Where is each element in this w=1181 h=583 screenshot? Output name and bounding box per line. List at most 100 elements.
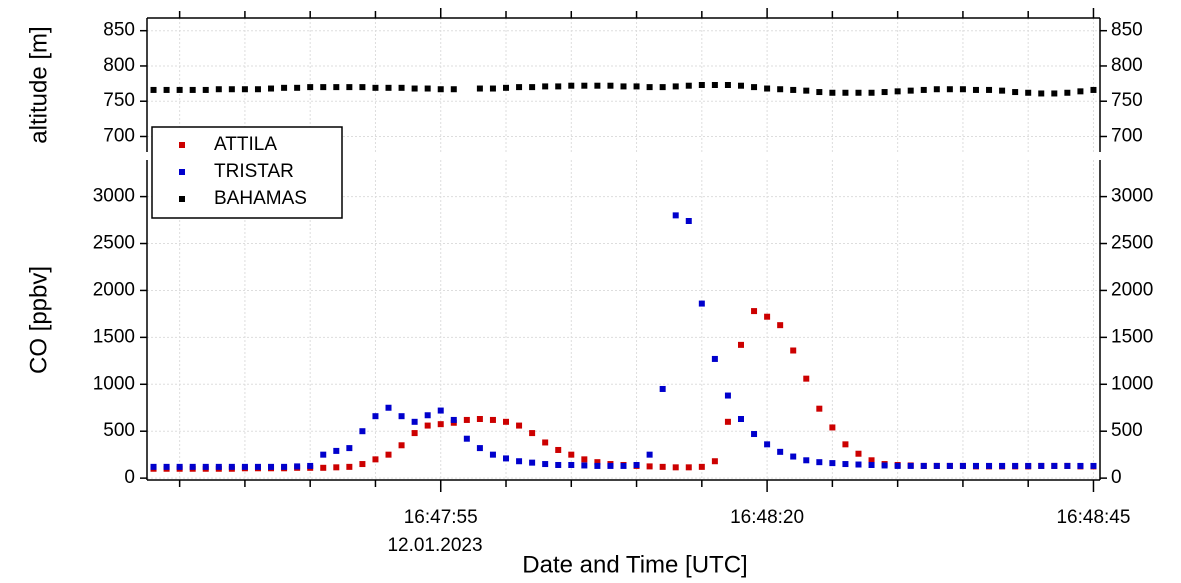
legend-label: ATTILA — [214, 134, 277, 155]
data-point — [228, 86, 235, 93]
y-tick-label: 2500 — [1111, 233, 1153, 254]
data-point — [346, 84, 353, 91]
data-point — [529, 430, 536, 437]
data-point — [568, 461, 575, 468]
data-point — [594, 459, 601, 466]
data-point — [385, 451, 392, 458]
data-point — [176, 463, 183, 470]
data-point — [268, 463, 275, 470]
data-point — [476, 445, 483, 452]
data-point — [803, 457, 810, 464]
data-point — [437, 86, 444, 93]
data-point — [215, 463, 222, 470]
data-point — [946, 462, 953, 469]
data-point — [972, 86, 979, 93]
data-point — [855, 461, 862, 468]
data-point — [933, 462, 940, 469]
data-point — [529, 459, 536, 466]
data-point — [816, 459, 823, 466]
data-point — [737, 82, 744, 89]
x-axis-label: Date and Time [UTC] — [522, 551, 747, 578]
data-point — [751, 431, 758, 438]
data-point — [698, 300, 705, 307]
data-point — [659, 84, 666, 91]
data-point — [581, 462, 588, 469]
data-point — [385, 404, 392, 411]
data-point — [646, 463, 653, 470]
data-point — [333, 84, 340, 91]
data-point — [476, 416, 483, 423]
x-tick-label: 16:47:55 — [404, 507, 478, 528]
data-point — [842, 441, 849, 448]
data-point — [672, 212, 679, 219]
data-point — [202, 463, 209, 470]
x-tick-label: 16:48:45 — [1056, 507, 1130, 528]
y-tick-label: 2000 — [93, 279, 135, 300]
y-tick-label: 850 — [1111, 20, 1143, 41]
data-point — [803, 87, 810, 94]
data-point — [542, 83, 549, 90]
data-point — [737, 341, 744, 348]
y-tick-label: 750 — [103, 90, 135, 111]
data-point — [1090, 462, 1097, 469]
data-point — [254, 463, 261, 470]
y-tick-label: 1000 — [1111, 373, 1153, 394]
data-point — [359, 461, 366, 468]
data-point — [698, 82, 705, 88]
data-point — [333, 464, 340, 471]
data-point — [620, 83, 627, 90]
data-point — [698, 463, 705, 470]
data-point — [816, 405, 823, 412]
data-point — [842, 89, 849, 96]
data-point — [999, 462, 1006, 469]
legend-label: BAHAMAS — [214, 188, 307, 209]
data-point — [411, 430, 418, 437]
data-point — [1012, 462, 1019, 469]
data-point — [424, 422, 431, 429]
y-tick-label: 1000 — [93, 373, 135, 394]
data-point — [685, 217, 692, 224]
date-label: 12.01.2023 — [387, 535, 482, 556]
data-point — [294, 84, 301, 91]
y-tick-label: 800 — [1111, 55, 1143, 76]
data-point — [516, 422, 523, 429]
data-point — [163, 86, 170, 93]
legend-marker — [179, 142, 185, 148]
data-point — [842, 461, 849, 468]
data-point — [751, 308, 758, 315]
data-point — [659, 385, 666, 392]
y-axis-label: CO [ppbv] — [25, 266, 52, 374]
data-point — [607, 462, 614, 469]
data-point — [633, 83, 640, 90]
data-point — [411, 418, 418, 425]
y-tick-label: 700 — [1111, 125, 1143, 146]
data-point — [359, 428, 366, 435]
data-point — [855, 89, 862, 96]
data-point — [476, 85, 483, 92]
legend-marker — [179, 169, 185, 175]
data-point — [620, 462, 627, 469]
data-point — [1012, 89, 1019, 96]
data-point — [411, 85, 418, 92]
data-point — [646, 451, 653, 458]
y-tick-label: 500 — [103, 420, 135, 441]
data-point — [959, 86, 966, 93]
data-point — [372, 456, 379, 463]
y-tick-label: 1500 — [1111, 326, 1153, 347]
data-point — [555, 461, 562, 468]
data-point — [907, 462, 914, 469]
data-point — [724, 82, 731, 88]
data-point — [281, 463, 288, 470]
data-point — [503, 418, 510, 425]
data-point — [777, 448, 784, 455]
data-point — [659, 463, 666, 470]
data-point — [829, 89, 836, 96]
data-point — [685, 82, 692, 89]
data-point — [489, 85, 496, 92]
data-point — [868, 89, 875, 96]
data-point — [672, 83, 679, 90]
data-point — [999, 87, 1006, 94]
y-axis-label: altitude [m] — [25, 26, 52, 143]
data-point — [163, 463, 170, 470]
